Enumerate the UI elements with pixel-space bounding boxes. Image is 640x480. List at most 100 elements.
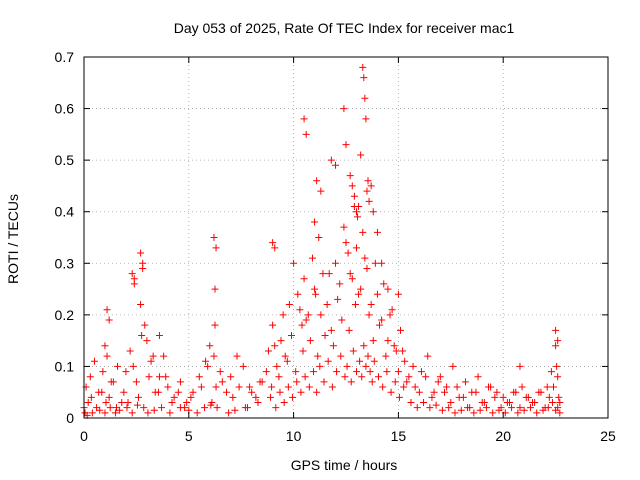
- y-tick-label: 0.2: [55, 307, 75, 323]
- data-point: [365, 311, 373, 319]
- data-point: [356, 357, 364, 365]
- data-point: [168, 399, 176, 407]
- data-point: [189, 388, 197, 396]
- data-point: [202, 357, 210, 365]
- data-point: [360, 74, 368, 82]
- data-point: [355, 290, 363, 298]
- data-point: [128, 270, 136, 278]
- data-point: [359, 63, 367, 71]
- data-point: [373, 228, 381, 236]
- data-point: [176, 404, 184, 412]
- data-point: [449, 362, 457, 370]
- data-point: [296, 306, 304, 314]
- data-point: [342, 141, 350, 149]
- data-point: [105, 393, 113, 401]
- data-point: [426, 404, 434, 412]
- data-point: [211, 285, 219, 293]
- data-point: [395, 393, 403, 401]
- data-point: [212, 244, 220, 252]
- data-point: [415, 388, 423, 396]
- data-point: [290, 259, 298, 267]
- data-point: [443, 383, 451, 391]
- data-point: [472, 388, 480, 396]
- data-point: [299, 347, 307, 355]
- data-point: [386, 311, 394, 319]
- data-point: [403, 378, 411, 386]
- data-point: [493, 388, 501, 396]
- data-point: [84, 399, 92, 407]
- data-point: [352, 208, 360, 216]
- data-point: [158, 404, 166, 412]
- data-point: [362, 115, 370, 123]
- data-point: [140, 404, 148, 412]
- data-point: [334, 295, 342, 303]
- data-point: [128, 409, 136, 417]
- data-point: [101, 342, 109, 350]
- data-point: [281, 352, 289, 360]
- data-point: [145, 373, 153, 381]
- data-point: [273, 362, 281, 370]
- data-point: [118, 399, 126, 407]
- data-point: [308, 254, 316, 262]
- data-point: [349, 347, 357, 355]
- data-point: [210, 234, 218, 241]
- data-point: [210, 352, 218, 360]
- data-point: [516, 362, 524, 370]
- data-point: [111, 409, 119, 417]
- data-point: [313, 177, 321, 185]
- data-point: [510, 388, 518, 396]
- data-point: [311, 285, 319, 293]
- data-point: [268, 383, 276, 391]
- data-point: [204, 362, 212, 370]
- data-point: [233, 352, 241, 360]
- data-point: [313, 388, 321, 396]
- data-point: [364, 177, 372, 185]
- data-point: [379, 383, 387, 391]
- data-point: [289, 393, 297, 401]
- data-point: [155, 373, 163, 381]
- data-point: [461, 378, 469, 386]
- data-point: [114, 362, 122, 370]
- data-point: [187, 393, 195, 401]
- data-point: [144, 409, 152, 417]
- data-point: [195, 373, 203, 381]
- data-point: [441, 388, 449, 396]
- data-point: [352, 244, 360, 252]
- data-point: [206, 342, 214, 350]
- data-point: [126, 347, 134, 355]
- x-tick-label: 0: [80, 428, 88, 444]
- y-tick-label: 0.6: [55, 101, 75, 117]
- data-point: [300, 275, 308, 283]
- data-point: [231, 406, 239, 414]
- data-point: [396, 326, 404, 334]
- data-point: [239, 362, 247, 370]
- data-point: [120, 388, 128, 396]
- data-point: [310, 368, 318, 376]
- data-point: [451, 409, 459, 417]
- data-point: [340, 105, 348, 113]
- data-point: [105, 316, 113, 324]
- data-point: [137, 301, 145, 309]
- data-point: [346, 270, 354, 278]
- data-point: [552, 342, 560, 350]
- data-point: [288, 331, 296, 339]
- data-point: [378, 259, 386, 267]
- x-tick-label: 25: [600, 428, 616, 444]
- data-point: [516, 404, 524, 412]
- data-point: [90, 357, 98, 365]
- data-point: [223, 388, 231, 396]
- data-point: [292, 368, 300, 376]
- data-point: [422, 373, 430, 381]
- plot-frame: [83, 56, 609, 419]
- data-point: [193, 409, 201, 417]
- data-point: [212, 383, 220, 391]
- data-point: [470, 409, 478, 417]
- data-point: [129, 362, 137, 370]
- data-point: [529, 399, 537, 407]
- data-point: [314, 352, 322, 360]
- data-point: [248, 388, 256, 396]
- data-point: [438, 406, 446, 414]
- data-point: [553, 362, 561, 370]
- data-point: [384, 285, 392, 293]
- data-point: [160, 352, 168, 360]
